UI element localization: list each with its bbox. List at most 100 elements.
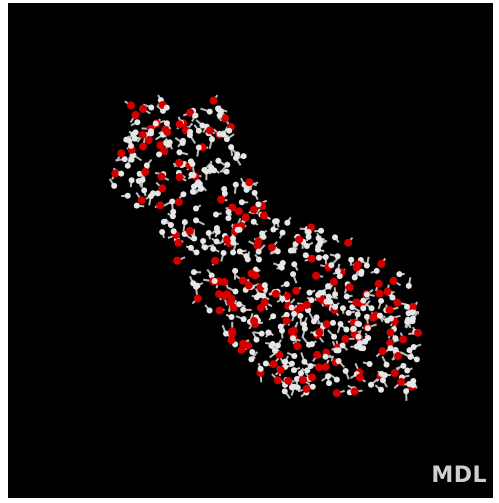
oxygen-atom: [302, 384, 311, 393]
oxygen-atom: [269, 360, 278, 369]
hydrogen-atom: [315, 235, 322, 242]
oxygen-atom: [322, 320, 331, 329]
hydrogen-atom: [383, 361, 390, 368]
hydrogen-atom: [134, 119, 141, 126]
hydrogen-atom: [148, 104, 155, 111]
hydrogen-atom: [277, 263, 284, 270]
oxygen-atom: [273, 376, 282, 385]
hydrogen-atom: [364, 325, 371, 332]
oxygen-atom: [156, 141, 165, 150]
hydrogen-atom: [262, 360, 269, 367]
hydrogen-atom: [378, 386, 385, 393]
hydrogen-atom: [232, 154, 239, 161]
oxygen-atom: [111, 169, 120, 178]
molecule-viewer: MDL: [8, 3, 493, 498]
oxygen-atom: [215, 290, 224, 299]
hydrogen-atom: [273, 218, 280, 225]
hydrogen-atom: [315, 254, 322, 261]
hydrogen-atom: [336, 273, 343, 280]
oxygen-atom: [386, 339, 395, 348]
oxygen-atom: [295, 235, 304, 244]
oxygen-atom: [315, 363, 324, 372]
hydrogen-atom: [159, 228, 166, 235]
oxygen-atom: [244, 341, 253, 350]
hydrogen-atom: [221, 186, 228, 193]
hydrogen-atom: [200, 237, 207, 244]
hydrogen-atom: [288, 360, 295, 367]
hydrogen-atom: [256, 256, 263, 263]
oxygen-atom: [353, 260, 362, 269]
oxygen-atom: [193, 294, 202, 303]
oxygen-atom: [205, 126, 214, 135]
oxygen-atom: [245, 178, 254, 187]
hydrogen-atom: [211, 277, 218, 284]
hydrogen-atom: [190, 269, 197, 276]
hydrogen-atom: [332, 291, 339, 298]
oxygen-atom: [302, 300, 311, 309]
oxygen-atom: [315, 328, 324, 337]
hydrogen-atom: [198, 185, 205, 192]
hydrogen-atom: [124, 162, 131, 169]
hydrogen-atom: [128, 156, 135, 163]
oxygen-atom: [313, 350, 322, 359]
oxygen-atom: [131, 111, 140, 120]
oxygen-atom: [284, 376, 293, 385]
hydrogen-atom: [208, 272, 215, 279]
oxygen-atom: [127, 101, 136, 110]
hydrogen-atom: [368, 381, 375, 388]
hydrogen-atom: [363, 291, 370, 298]
oxygen-atom: [308, 373, 317, 382]
hydrogen-atom: [366, 360, 373, 367]
hydrogen-atom: [334, 268, 341, 275]
hydrogen-atom: [378, 297, 385, 304]
hydrogen-atom: [243, 186, 250, 193]
hydrogen-atom: [330, 319, 337, 326]
logo: MDL: [431, 463, 487, 488]
hydrogen-atom: [339, 342, 346, 349]
oxygen-atom: [220, 277, 229, 286]
hydrogen-atom: [306, 289, 313, 296]
oxygen-atom: [227, 336, 236, 345]
oxygen-atom: [217, 195, 226, 204]
hydrogen-atom: [240, 316, 247, 323]
hydrogen-atom: [154, 190, 161, 197]
oxygen-atom: [173, 256, 182, 265]
hydrogen-atom: [317, 289, 324, 296]
hydrogen-atom: [150, 190, 157, 197]
hydrogen-atom: [152, 120, 159, 127]
hydrogen-atom: [230, 235, 237, 242]
hydrogen-atom: [238, 199, 245, 206]
hydrogen-atom: [226, 127, 233, 134]
hydrogen-atom: [180, 137, 187, 144]
hydrogen-atom: [297, 312, 304, 319]
oxygen-atom: [163, 128, 172, 137]
hydrogen-atom: [331, 333, 338, 340]
hydrogen-atom: [201, 166, 208, 173]
oxygen-atom: [138, 130, 147, 139]
hydrogen-atom: [326, 380, 333, 387]
hydrogen-atom: [407, 353, 414, 360]
hydrogen-atom: [282, 358, 289, 365]
hydrogen-atom: [163, 140, 170, 147]
oxygen-atom: [238, 276, 247, 285]
oxygen-atom: [344, 238, 353, 247]
hydrogen-atom: [323, 298, 330, 305]
hydrogen-atom: [189, 160, 196, 167]
hydrogen-atom: [187, 128, 194, 135]
oxygen-atom: [275, 350, 284, 359]
hydrogen-atom: [223, 168, 230, 175]
hydrogen-atom: [192, 205, 199, 212]
oxygen-atom: [211, 256, 220, 265]
oxygen-atom: [307, 254, 316, 263]
hydrogen-atom: [351, 274, 358, 281]
hydrogen-atom: [260, 292, 267, 299]
hydrogen-atom: [206, 108, 213, 115]
hydrogen-atom: [409, 318, 416, 325]
hydrogen-atom: [404, 367, 411, 374]
hydrogen-atom: [349, 304, 356, 311]
hydrogen-atom: [334, 253, 341, 260]
hydrogen-atom: [291, 352, 298, 359]
oxygen-atom: [332, 389, 341, 398]
hydrogen-atom: [403, 303, 410, 310]
hydrogen-atom: [353, 343, 360, 350]
